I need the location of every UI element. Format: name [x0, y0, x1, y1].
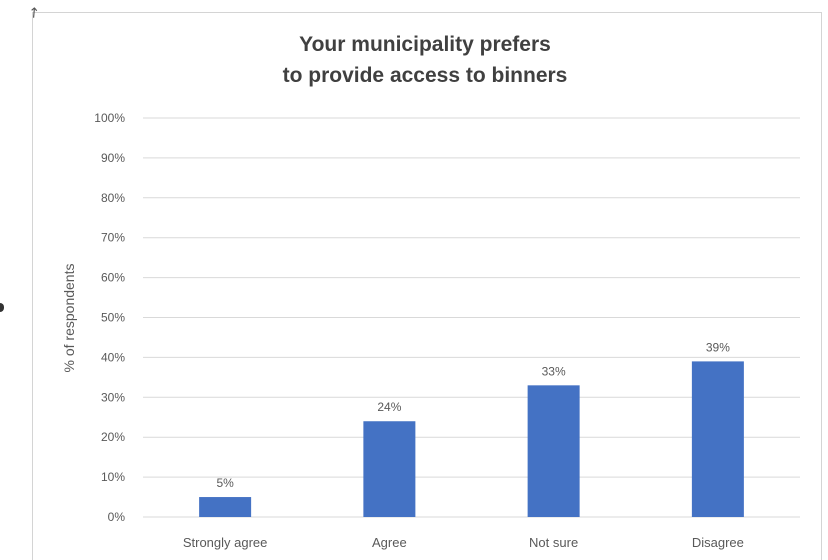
y-tick-label: 0% [108, 510, 126, 524]
y-tick-label: 10% [101, 470, 125, 484]
data-label: 5% [216, 476, 234, 490]
x-tick-label: Agree [372, 535, 407, 550]
y-tick-label: 20% [101, 430, 125, 444]
y-axis-label: % of respondents [61, 264, 77, 373]
bar [691, 361, 744, 517]
x-tick-label: Not sure [529, 535, 578, 550]
y-tick-label: 50% [101, 311, 125, 325]
data-labels: 5% 24% 33% 39% [216, 340, 730, 490]
chart-title: Your municipality prefers to provide acce… [283, 33, 568, 87]
y-tick-label: 30% [101, 390, 125, 404]
x-tick-label: Strongly agree [183, 535, 268, 550]
data-label: 33% [542, 364, 566, 378]
y-tick-label: 90% [101, 151, 125, 165]
chart-title-line: Your municipality prefers [299, 33, 551, 56]
y-tick-label: 60% [101, 271, 125, 285]
x-tick-label: Disagree [692, 535, 744, 550]
data-label: 24% [377, 400, 401, 414]
y-tick-label: 100% [94, 111, 125, 125]
y-tick-label: 70% [101, 231, 125, 245]
y-tick-label: 80% [101, 191, 125, 205]
chart-frame [32, 12, 822, 560]
y-axis-label-text: % of respondents [61, 264, 77, 373]
bar [199, 497, 252, 517]
gridlines [143, 117, 800, 518]
x-axis-ticks: Strongly agree Agree Not sure Disagree [183, 535, 744, 550]
chart-title-line: to provide access to binners [283, 64, 568, 87]
edge-marker [0, 303, 4, 312]
bars [199, 361, 744, 517]
y-tick-label: 40% [101, 350, 125, 364]
data-label: 39% [706, 340, 730, 354]
bar [363, 421, 416, 517]
y-axis-ticks: 0% 10% 20% 30% 40% 50% 60% 70% 80% 90% 100% [94, 111, 125, 524]
bar [527, 385, 580, 517]
